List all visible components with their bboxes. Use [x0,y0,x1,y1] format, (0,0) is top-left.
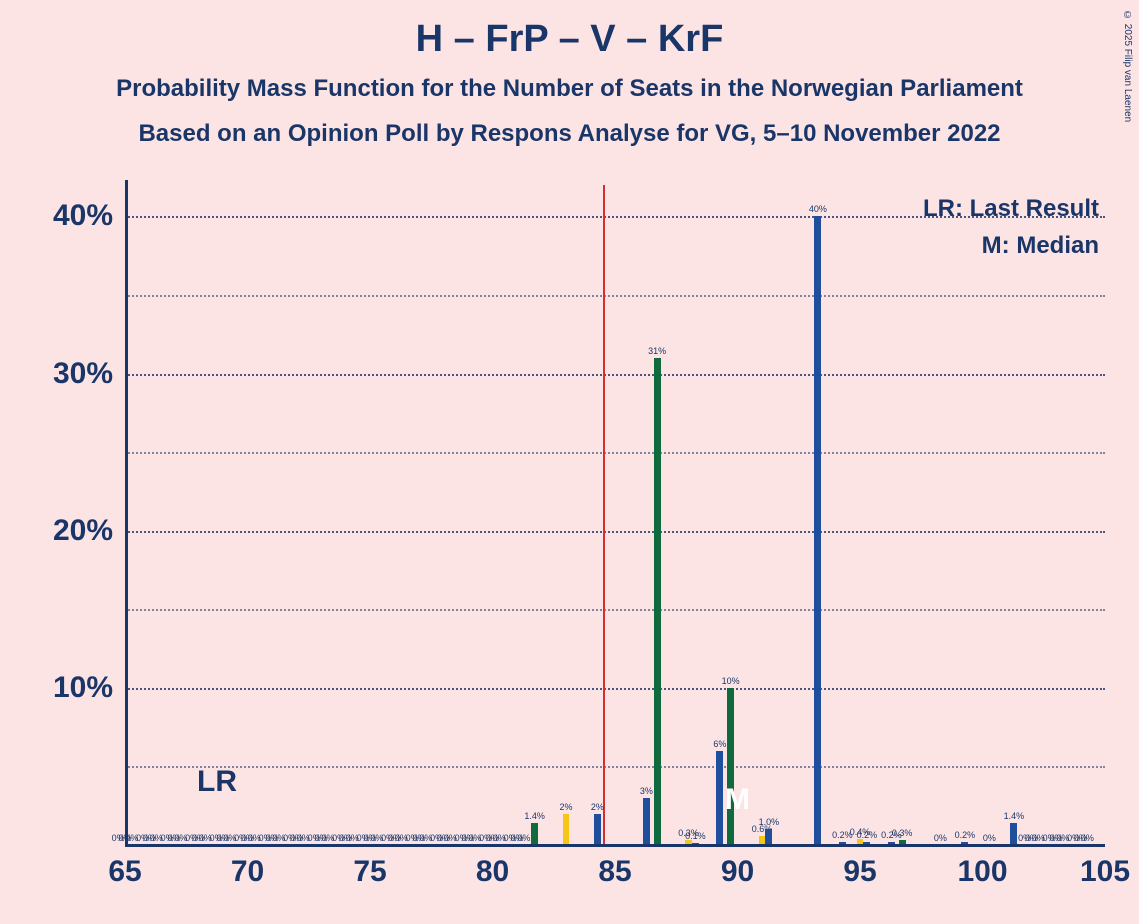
bar-value-label: 0% [1081,833,1094,843]
x-tick-label: 75 [353,855,386,889]
x-tick-label: 105 [1080,855,1130,889]
bar [727,688,734,845]
chart-title: H – FrP – V – KrF [0,18,1139,61]
bar-value-label: 0.1% [685,831,706,841]
gridline-major [125,688,1105,690]
y-tick-label: 20% [33,514,113,548]
bar-value-label: 0.3% [892,828,913,838]
credit-text: © 2025 Filip van Laenen [1122,10,1133,122]
bar-value-label: 2% [591,802,604,812]
bar-value-label: 0% [934,833,947,843]
bar-value-label: 2% [559,802,572,812]
y-tick-label: 30% [33,357,113,391]
gridline-minor [125,609,1105,611]
gridline-minor [125,452,1105,454]
bar [814,216,821,845]
x-tick-label: 95 [843,855,876,889]
gridline-major [125,374,1105,376]
chart-subtitle-1: Probability Mass Function for the Number… [0,75,1139,103]
bar [531,823,538,845]
x-axis [125,844,1105,847]
lr-reference-line [603,185,605,845]
bar-value-label: 3% [640,786,653,796]
x-tick-label: 80 [476,855,509,889]
bar [643,798,650,845]
bar [594,814,601,845]
bar-value-label: 0.2% [955,830,976,840]
bar-value-label: 1.0% [759,817,780,827]
y-axis [125,180,128,845]
bar [716,751,723,845]
plot-area: 10%20%30%40%657075808590951001050%0%0%0%… [125,185,1105,845]
bar [1010,823,1017,845]
page-root: H – FrP – V – KrF Probability Mass Funct… [0,0,1139,924]
gridline-minor [125,295,1105,297]
median-label: M [725,783,750,817]
x-tick-label: 100 [957,855,1007,889]
legend-m: M: Median [982,232,1099,260]
x-tick-label: 85 [598,855,631,889]
legend-lr: LR: Last Result [923,195,1099,223]
bar-value-label: 0% [983,833,996,843]
bar-value-label: 6% [713,739,726,749]
bar-value-label: 10% [722,676,740,686]
x-tick-label: 70 [231,855,264,889]
bar-value-label: 1.4% [524,811,545,821]
bar-value-label: 0.2% [857,830,878,840]
y-tick-label: 10% [33,671,113,705]
bar-value-label: 1.4% [1004,811,1025,821]
y-tick-label: 40% [33,199,113,233]
x-tick-label: 90 [721,855,754,889]
bar [765,829,772,845]
lr-label: LR [197,765,237,799]
bar [563,814,570,845]
gridline-minor [125,766,1105,768]
bar-value-label: 31% [648,346,666,356]
x-tick-label: 65 [108,855,141,889]
bar [654,358,661,845]
bar-value-label: 40% [809,204,827,214]
bar-value-label: 0% [517,833,530,843]
gridline-major [125,531,1105,533]
chart-subtitle-2: Based on an Opinion Poll by Respons Anal… [0,120,1139,148]
